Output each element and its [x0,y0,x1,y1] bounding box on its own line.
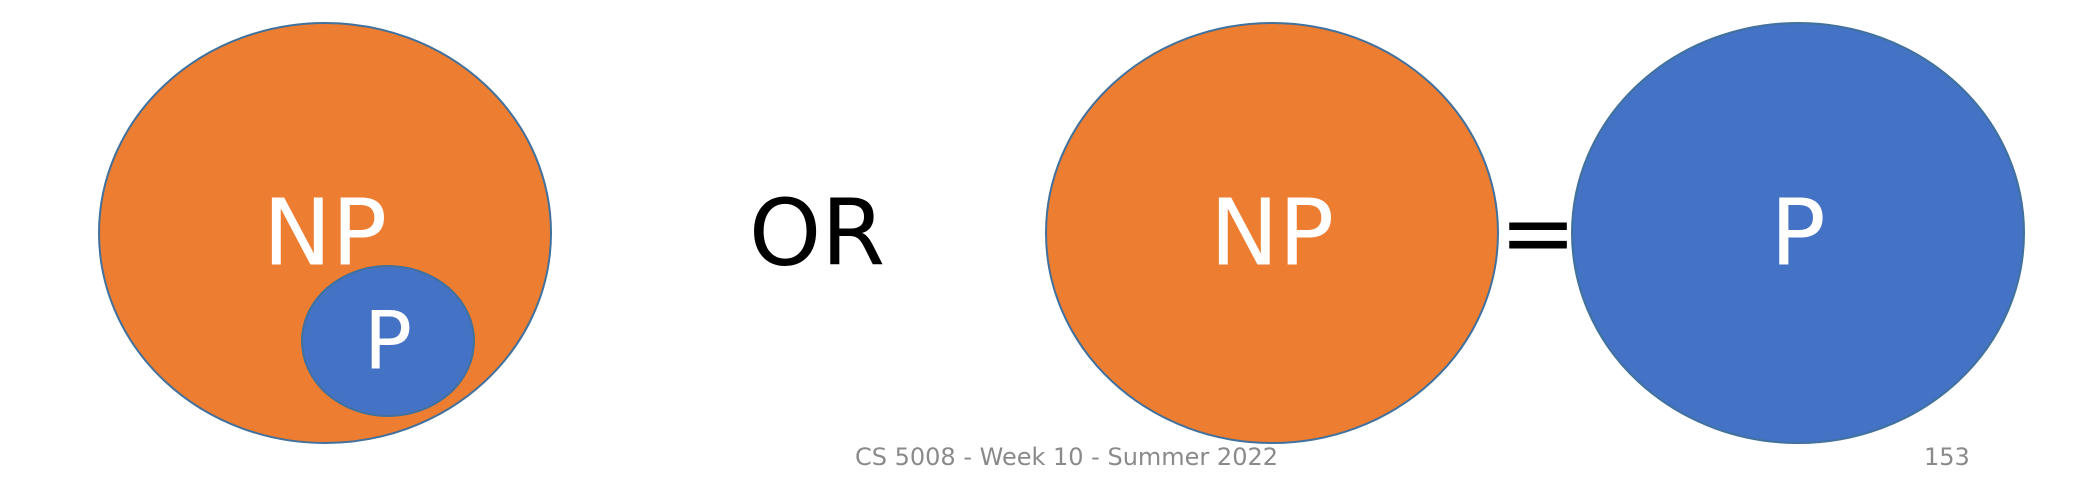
footer-course-text: CS 5008 - Week 10 - Summer 2022 [855,443,1278,471]
equals-label: = [1499,180,1576,287]
left-diagram: NP P [98,22,552,444]
p-label-right: P [1770,180,1825,287]
p-label-inner: P [364,295,412,388]
right-diagram: NP = P [1045,22,2025,444]
or-label: OR [749,180,885,287]
footer-page-number: 153 [1924,443,1970,471]
p-ellipse-right [1571,22,2025,444]
p-ellipse-inner [301,265,475,417]
np-label-right: NP [1210,180,1334,287]
np-ellipse-right [1045,22,1499,444]
